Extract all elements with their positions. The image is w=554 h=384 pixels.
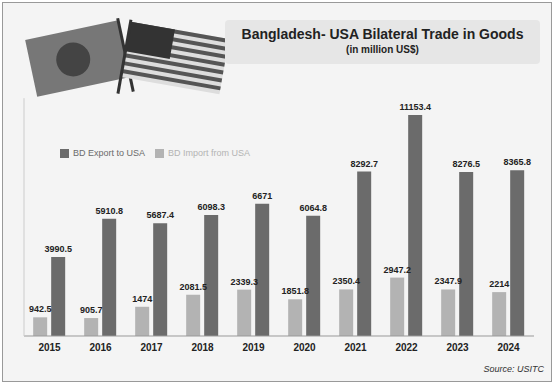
svg-text:2339.3: 2339.3 <box>230 277 258 287</box>
svg-text:2016: 2016 <box>89 342 112 353</box>
svg-text:2022: 2022 <box>395 342 418 353</box>
svg-text:2019: 2019 <box>242 342 265 353</box>
svg-text:2015: 2015 <box>38 342 61 353</box>
svg-text:2347.9: 2347.9 <box>434 276 462 286</box>
svg-text:6064.8: 6064.8 <box>299 203 327 213</box>
svg-text:2350.4: 2350.4 <box>332 276 360 286</box>
svg-text:6098.3: 6098.3 <box>197 202 225 212</box>
html-text:Bangladesh- USA Bilateral Trad: Bangladesh- USA Bilateral Trade in Goods <box>241 26 524 42</box>
svg-text:2021: 2021 <box>344 342 367 353</box>
svg-text:905.7: 905.7 <box>80 305 103 315</box>
html-text:BD Import from USA: BD Import from USA <box>168 148 250 158</box>
svg-text:942.5: 942.5 <box>29 304 52 314</box>
svg-text:2214: 2214 <box>489 279 509 289</box>
html-text:BD Export to USA: BD Export to USA <box>73 148 145 158</box>
svg-text:5910.8: 5910.8 <box>95 206 123 216</box>
svg-text:2018: 2018 <box>191 342 214 353</box>
svg-text:8276.5: 8276.5 <box>452 159 480 169</box>
svg-text:2947.2: 2947.2 <box>383 265 411 275</box>
html-text:(in million US$): (in million US$) <box>346 44 419 55</box>
svg-text:8292.7: 8292.7 <box>350 159 378 169</box>
html-text:Source: USITC: Source: USITC <box>483 364 544 374</box>
svg-text:5687.4: 5687.4 <box>146 210 174 220</box>
svg-text:3990.5: 3990.5 <box>44 244 72 254</box>
svg-text:2081.5: 2081.5 <box>179 282 207 292</box>
svg-text:2017: 2017 <box>140 342 163 353</box>
svg-text:2024: 2024 <box>497 342 520 353</box>
svg-text:11153.4: 11153.4 <box>399 102 431 112</box>
svg-text:1474: 1474 <box>132 294 152 304</box>
svg-text:6671: 6671 <box>252 191 272 201</box>
svg-text:2020: 2020 <box>293 342 316 353</box>
svg-text:8365.8: 8365.8 <box>503 157 531 167</box>
svg-text:1851.8: 1851.8 <box>281 286 309 296</box>
svg-text:2023: 2023 <box>446 342 469 353</box>
